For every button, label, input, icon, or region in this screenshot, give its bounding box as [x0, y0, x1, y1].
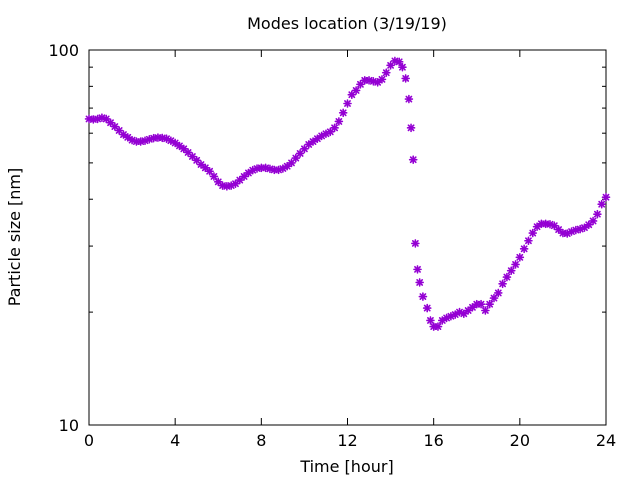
data-point	[433, 322, 443, 331]
x-tick-label: 4	[170, 431, 180, 450]
data-point	[502, 272, 512, 282]
data-point	[209, 172, 219, 181]
data-point	[528, 228, 538, 238]
data-point	[426, 316, 435, 325]
data-point	[437, 316, 447, 325]
data-point	[422, 303, 432, 313]
data-point	[481, 306, 490, 315]
data-point	[188, 152, 197, 161]
data-point	[597, 199, 606, 209]
data-point	[179, 144, 189, 154]
data-point	[192, 156, 202, 165]
data-point	[110, 122, 120, 131]
x-tick-label: 20	[510, 431, 530, 450]
data-point	[584, 220, 594, 230]
x-tick-label: 24	[596, 431, 616, 450]
x-axis-label: Time [hour]	[299, 457, 393, 476]
data-point	[408, 155, 418, 164]
data-point	[222, 182, 232, 191]
data-point	[413, 265, 422, 274]
data-point	[418, 292, 428, 301]
x-tick-label: 12	[337, 431, 357, 450]
data-point	[506, 266, 516, 275]
data-point	[334, 117, 344, 126]
data-point	[325, 127, 335, 137]
data-point	[476, 299, 486, 309]
chart-title: Modes location (3/19/19)	[247, 14, 447, 33]
data-point	[394, 57, 404, 67]
data-point	[377, 75, 387, 84]
data-point	[519, 244, 529, 254]
data-point	[386, 61, 395, 70]
data-point	[468, 302, 477, 312]
y-tick-label: 100	[48, 41, 79, 60]
data-point	[343, 99, 352, 108]
data-point	[330, 123, 339, 133]
data-point	[381, 68, 391, 77]
data-point	[398, 62, 407, 72]
data-point	[511, 260, 520, 269]
x-axis: 0 4 8 12 16 20 24	[84, 50, 616, 450]
data-point	[351, 86, 361, 95]
data-point	[515, 253, 525, 262]
data-point	[588, 216, 598, 226]
data-point	[338, 108, 348, 118]
data-point	[601, 192, 611, 202]
y-axis: 10 100	[48, 41, 606, 435]
x-tick-label: 16	[423, 431, 443, 450]
data-point	[489, 293, 499, 303]
data-point	[401, 74, 410, 83]
data-point	[313, 134, 322, 144]
data-point	[459, 309, 469, 319]
x-tick-label: 0	[84, 431, 94, 450]
data-points	[84, 56, 611, 331]
y-tick-label: 10	[59, 416, 79, 435]
data-point	[411, 239, 420, 248]
data-point	[593, 209, 602, 219]
x-tick-label: 8	[256, 431, 266, 450]
data-point	[205, 166, 214, 176]
data-point	[406, 123, 416, 133]
data-point	[485, 299, 494, 309]
data-point	[415, 278, 424, 287]
y-axis-label: Particle size [nm]	[5, 168, 24, 307]
data-point	[524, 236, 533, 246]
data-point	[404, 94, 414, 104]
data-point	[498, 279, 507, 289]
data-point	[493, 288, 503, 298]
